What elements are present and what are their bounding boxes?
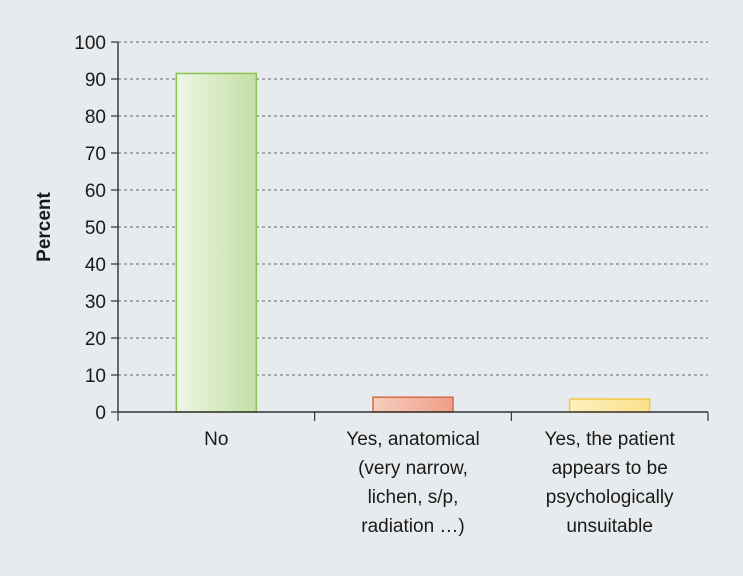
x-tick-label: No [204,429,228,450]
y-tick-label: 20 [85,329,106,350]
axes [111,41,709,421]
x-tick-label: Yes, anatomical (very narrow, lichen, s/p,… [346,429,479,537]
bar [568,398,651,413]
x-tick-label: Yes, the patient appears to be psychologic… [545,429,676,537]
y-tick-label: 10 [85,366,106,387]
y-tick-label: 40 [85,255,106,276]
bars [175,72,651,413]
labels: 0 10 20 30 40 50 60 70 80 90 100 No Yes, anatomical(… [34,33,676,537]
y-axis-title: Percent [34,191,55,261]
y-tick-label: 80 [85,107,106,128]
y-tick-label: 50 [85,218,106,239]
y-tick-label: 30 [85,292,106,313]
bar [372,396,454,413]
y-tick-label: 0 [95,403,106,424]
y-tick-label: 90 [85,70,106,91]
y-tick-label: 60 [85,181,106,202]
y-tick-label: 70 [85,144,106,165]
bar [175,72,258,413]
y-tick-label: 100 [74,33,106,54]
